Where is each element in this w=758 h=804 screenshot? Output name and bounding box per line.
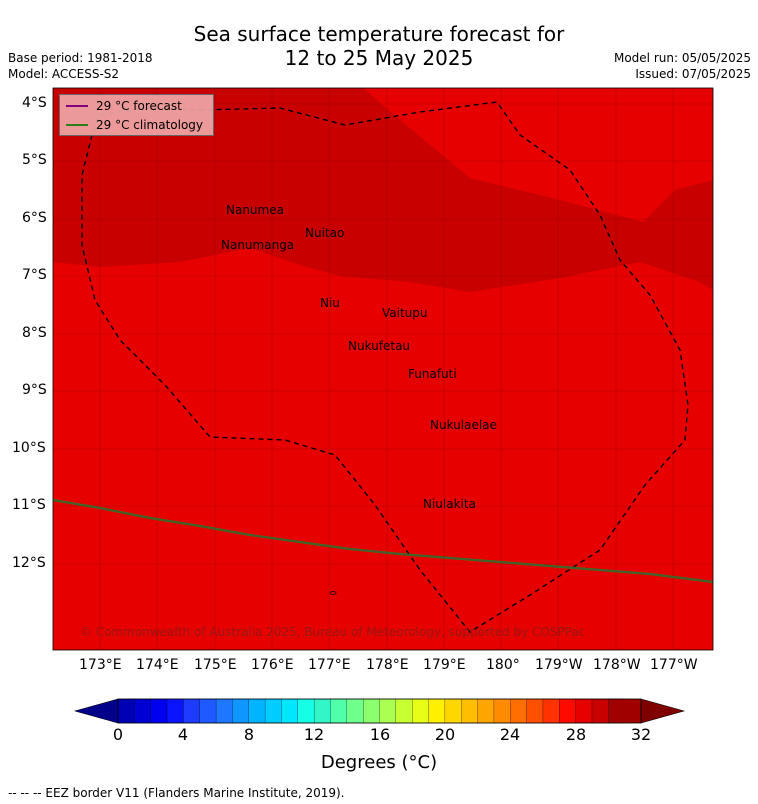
map-title-line-1: Sea surface temperature forecast for <box>193 22 565 46</box>
lon-tick: 177°W <box>650 657 698 673</box>
lon-tick: 179°E <box>423 657 466 673</box>
lat-tick: 12°S <box>12 555 46 571</box>
legend-forecast-entry: 29 °C forecast <box>66 97 182 115</box>
colorbar-tick: 20 <box>434 725 456 744</box>
sst-warm-band <box>53 88 713 292</box>
colorbar-tick: 0 <box>112 725 124 744</box>
island-outline <box>329 591 337 595</box>
lat-tick: 10°S <box>12 440 46 456</box>
lat-tick: 4°S <box>22 95 47 111</box>
colorbar-tick: 4 <box>177 725 189 744</box>
colorbar-tick: 24 <box>499 725 521 744</box>
model-label: Model: ACCESS-S2 <box>8 67 120 81</box>
eez-footnote: -- -- -- EEZ border V11 (Flanders Marine… <box>8 786 345 800</box>
place-label-funafuti: Funafuti <box>408 367 457 381</box>
copyright-notice: © Commonwealth of Australia 2025, Bureau… <box>80 625 586 639</box>
lat-tick: 8°S <box>22 325 47 341</box>
map-frame <box>52 87 714 651</box>
lat-tick: 5°S <box>22 152 47 168</box>
place-label-nanumea: Nanumea <box>226 203 284 217</box>
lat-tick: 11°S <box>12 497 46 513</box>
place-label-niu: Niu <box>320 296 340 310</box>
lon-tick: 178°W <box>593 657 641 673</box>
colorbar-tick: 12 <box>303 725 325 744</box>
climatology-line-swatch <box>66 124 88 126</box>
map-legend: 29 °C forecast 29 °C climatology <box>59 94 214 136</box>
colorbar-tick: 16 <box>369 725 391 744</box>
lon-tick: 179°W <box>535 657 583 673</box>
climatology-29c-line <box>52 498 714 584</box>
colorbar-tick: 28 <box>565 725 587 744</box>
lon-tick: 180° <box>486 657 520 673</box>
lon-tick: 175°E <box>194 657 237 673</box>
colorbar-tick: 8 <box>243 725 255 744</box>
legend-forecast-label: 29 °C forecast <box>96 99 182 113</box>
place-label-nukufetau: Nukufetau <box>348 339 411 353</box>
forecast-line-swatch <box>66 105 88 107</box>
eez-border <box>81 101 689 633</box>
forecast-29c-line <box>52 499 714 583</box>
place-label-nukulaelae: Nukulaelae <box>430 418 497 432</box>
lon-tick: 173°E <box>79 657 122 673</box>
legend-climatology-label: 29 °C climatology <box>96 118 204 132</box>
graticule <box>53 88 713 650</box>
lon-tick: 174°E <box>136 657 179 673</box>
map-title-line-2: 12 to 25 May 2025 <box>284 46 474 70</box>
lon-tick: 178°E <box>366 657 409 673</box>
legend-climatology-entry: 29 °C climatology <box>66 116 203 134</box>
lon-tick: 177°E <box>308 657 351 673</box>
lat-tick: 7°S <box>22 267 47 283</box>
place-label-nanumanga: Nanumanga <box>221 238 295 252</box>
model-run-label: Model run: 05/05/2025 <box>613 51 751 65</box>
lon-tick: 176°E <box>251 657 294 673</box>
lat-tick: 6°S <box>22 210 47 226</box>
colorbar-label: Degrees (°C) <box>320 752 438 773</box>
place-label-nuitao: Nuitao <box>305 226 345 240</box>
issued-label: Issued: 07/05/2025 <box>635 67 751 81</box>
lat-tick: 9°S <box>22 382 47 398</box>
base-period-label: Base period: 1981-2018 <box>8 51 153 65</box>
place-label-vaitupu: Vaitupu <box>382 306 428 320</box>
colorbar-tick: 32 <box>630 725 652 744</box>
place-label-niulakita: Niulakita <box>423 497 476 511</box>
